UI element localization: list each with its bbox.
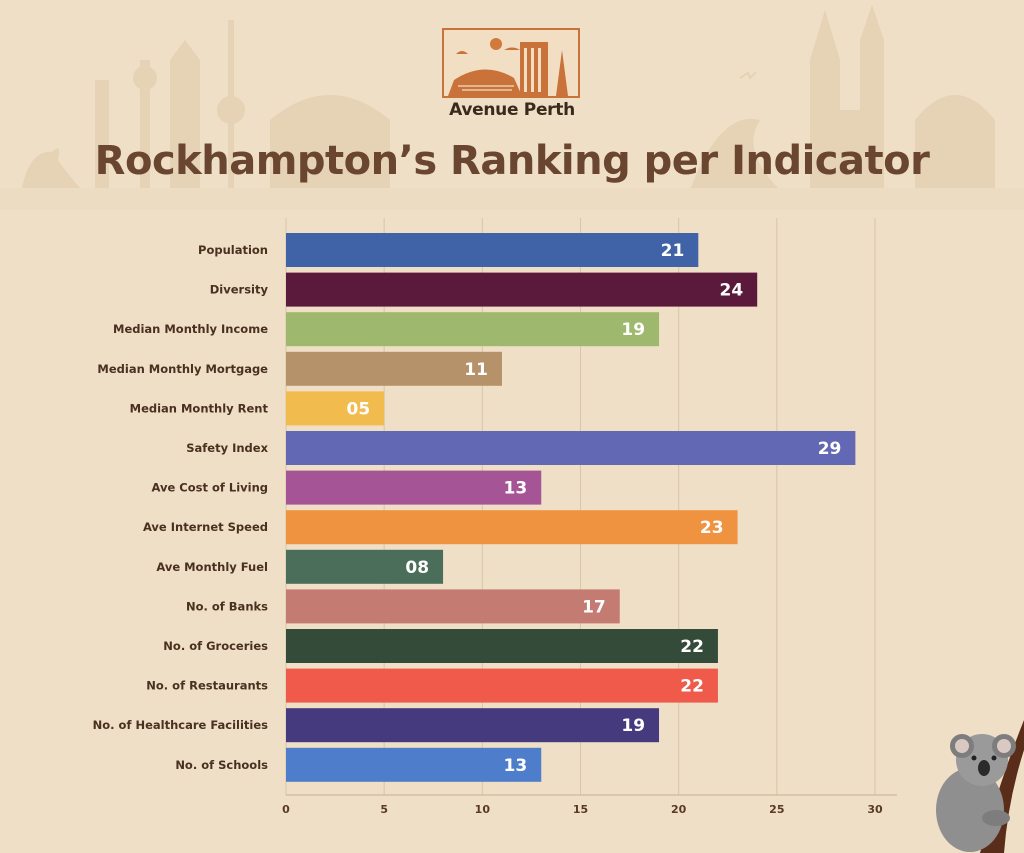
logo-frame [442, 28, 580, 98]
category-label: No. of Schools [175, 758, 268, 772]
data-label: 13 [504, 756, 528, 776]
bar [286, 510, 738, 545]
city-illustration-icon [448, 38, 568, 96]
category-label: Ave Internet Speed [143, 520, 268, 534]
x-tick-label: 0 [282, 803, 290, 816]
bar [286, 272, 758, 307]
category-label: No. of Healthcare Facilities [93, 718, 268, 732]
bar [286, 431, 856, 465]
data-label: 19 [621, 320, 645, 340]
x-tick-label: 20 [671, 803, 687, 816]
data-label: 13 [504, 479, 528, 499]
data-label: 11 [464, 360, 488, 380]
category-label: Population [198, 243, 268, 257]
bar [286, 470, 542, 505]
bar [286, 747, 542, 782]
category-label: Median Monthly Mortgage [97, 362, 268, 376]
category-label: No. of Restaurants [146, 679, 268, 693]
data-label: 24 [720, 281, 744, 301]
data-label: 23 [700, 518, 724, 538]
bar [286, 668, 718, 703]
x-tick-label: 5 [380, 803, 388, 816]
bar [286, 351, 502, 386]
x-tick-label: 30 [867, 803, 883, 816]
category-label: Ave Cost of Living [151, 481, 268, 495]
category-label: No. of Banks [186, 599, 268, 613]
category-label: Median Monthly Rent [130, 401, 269, 415]
data-label: 17 [582, 597, 606, 617]
category-label: No. of Groceries [163, 639, 268, 653]
bar [286, 233, 699, 267]
chart-title: Rockhampton’s Ranking per Indicator [94, 138, 930, 184]
avenue-perth-logo: Avenue Perth [441, 28, 583, 126]
data-label: 22 [680, 637, 704, 657]
data-label: 29 [818, 439, 842, 459]
bar [286, 312, 660, 347]
data-label: 08 [405, 558, 429, 578]
data-label: 19 [621, 716, 645, 736]
brand-name: Avenue Perth [449, 100, 575, 120]
x-tick-label: 15 [573, 803, 588, 816]
data-label: 05 [346, 399, 370, 419]
category-label: Ave Monthly Fuel [156, 560, 268, 574]
koala-illustration [936, 720, 1024, 853]
data-label: 22 [680, 677, 704, 697]
x-tick-label: 25 [769, 803, 784, 816]
bar [286, 589, 620, 624]
category-label: Median Monthly Income [113, 322, 268, 336]
bar [286, 629, 718, 663]
category-label: Safety Index [186, 441, 268, 455]
data-label: 21 [661, 241, 685, 261]
category-label: Diversity [210, 283, 269, 297]
bar [286, 708, 660, 743]
bar [286, 549, 444, 584]
x-tick-label: 10 [475, 803, 491, 816]
bar [286, 391, 385, 426]
